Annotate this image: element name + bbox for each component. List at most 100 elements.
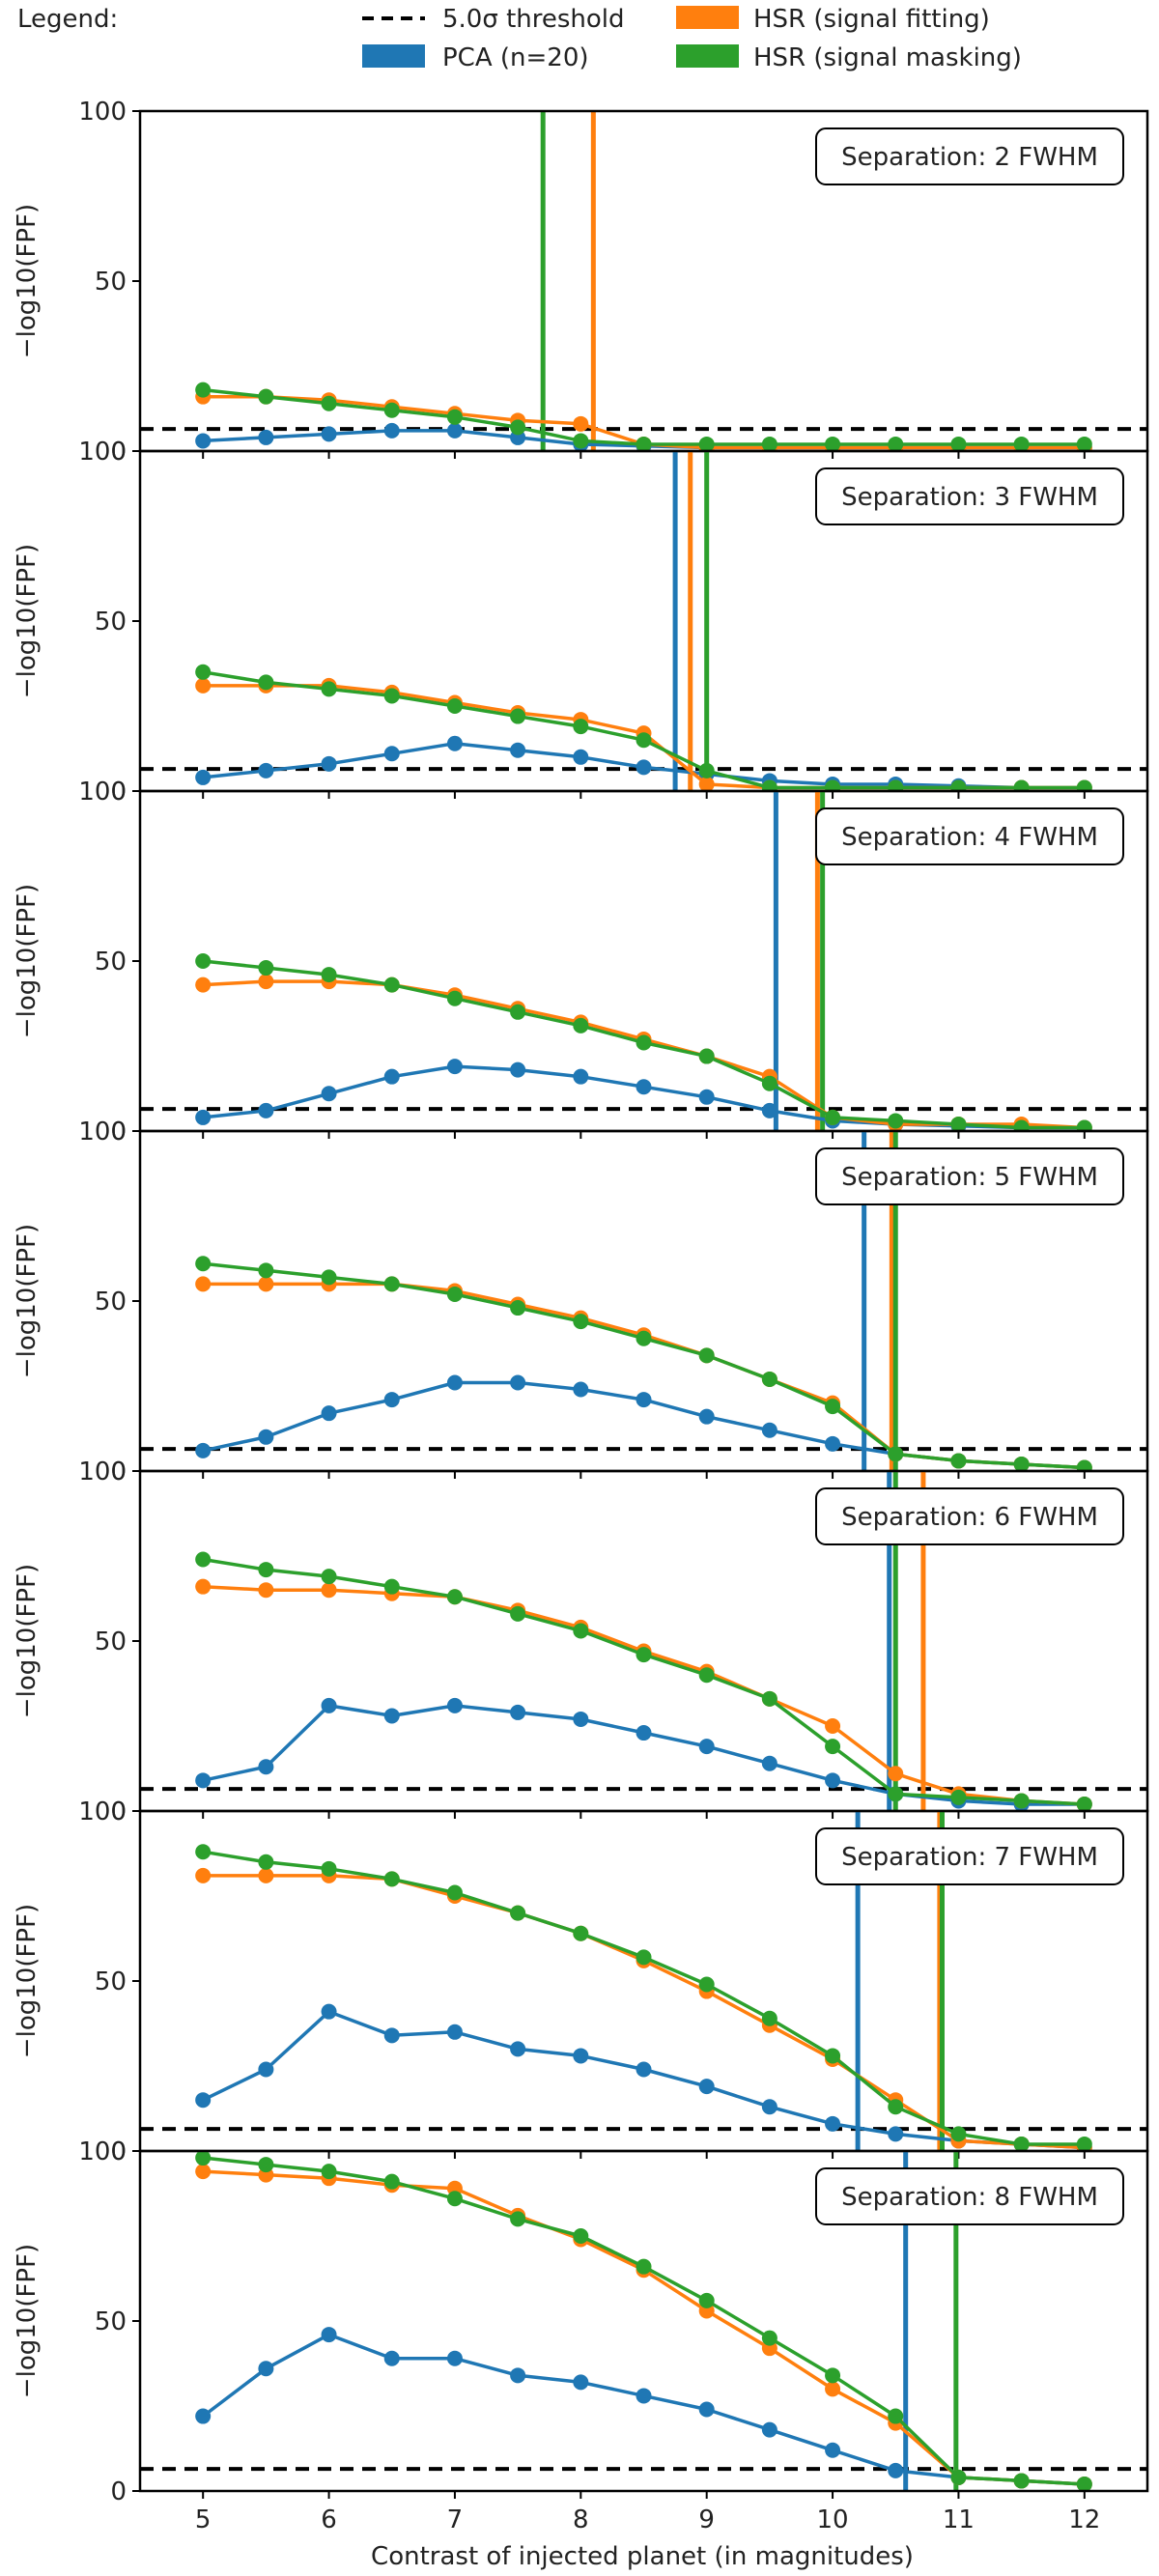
series-line	[203, 1584, 1085, 1806]
data-point	[1013, 2473, 1030, 2489]
data-point	[510, 2041, 526, 2057]
y-tick-label: 100	[78, 98, 127, 127]
data-point	[258, 1759, 274, 1775]
data-point	[258, 960, 274, 977]
y-tick-label: 100	[78, 778, 127, 807]
data-point	[636, 2061, 652, 2078]
data-point	[698, 1048, 715, 1064]
data-point	[698, 2401, 715, 2418]
data-point	[321, 426, 337, 442]
data-point	[1013, 1793, 1030, 1809]
data-point	[383, 746, 400, 762]
series-line	[203, 979, 1085, 1130]
data-point	[636, 1034, 652, 1051]
data-point	[825, 2442, 841, 2458]
data-point	[825, 779, 841, 791]
y-tick-label: 0	[110, 778, 127, 807]
data-point	[1076, 436, 1092, 451]
data-point	[383, 2027, 400, 2044]
data-point	[383, 402, 400, 418]
data-point	[888, 2099, 904, 2115]
data-point	[510, 2367, 526, 2384]
data-point	[636, 1079, 652, 1095]
data-point	[383, 977, 400, 993]
legend-masking-label: HSR (signal masking)	[753, 43, 1022, 72]
data-point	[636, 436, 652, 451]
series-line	[202, 2333, 1085, 2486]
panel-label-box	[815, 1827, 1124, 1885]
y-tick-label: 50	[95, 1967, 127, 1996]
data-point	[573, 1068, 589, 1085]
data-point	[761, 1690, 777, 1707]
data-point	[573, 1381, 589, 1398]
panel-data	[140, 791, 1147, 1131]
data-point	[321, 1697, 337, 1713]
data-point	[195, 1578, 212, 1595]
data-point	[383, 1276, 400, 1292]
panel-label-box	[815, 2167, 1124, 2225]
panel-label-box	[815, 1147, 1124, 1205]
y-tick-label: 50	[95, 1288, 127, 1316]
data-point	[383, 1392, 400, 1408]
data-point	[195, 2151, 212, 2166]
data-point	[761, 1422, 777, 1438]
panel-data	[140, 451, 1147, 791]
data-point	[825, 1109, 841, 1125]
data-point	[510, 1062, 526, 1078]
data-point	[321, 1269, 337, 1286]
data-point	[950, 436, 967, 451]
y-axis-label: −log10(FPF)	[13, 1904, 42, 2058]
data-point	[573, 2374, 589, 2391]
data-point	[698, 1408, 715, 1425]
y-axis-label: −log10(FPF)	[13, 204, 42, 358]
data-point	[950, 779, 967, 791]
data-point	[698, 776, 715, 791]
data-point	[258, 429, 274, 445]
data-point	[1076, 1459, 1092, 1471]
data-point	[698, 762, 715, 778]
data-point	[698, 436, 715, 451]
data-point	[195, 664, 212, 680]
data-point	[195, 677, 212, 694]
data-point	[1013, 2136, 1030, 2151]
data-point	[950, 1116, 967, 1131]
data-point	[195, 1442, 212, 1458]
data-point	[321, 755, 337, 772]
data-point	[761, 1371, 777, 1387]
data-point	[825, 2381, 841, 2397]
data-point	[383, 688, 400, 704]
data-point	[510, 708, 526, 724]
y-tick-label: 0	[110, 1118, 127, 1146]
data-point	[761, 2330, 777, 2346]
y-tick-label: 100	[78, 1118, 127, 1146]
data-point	[573, 719, 589, 735]
data-point	[636, 1647, 652, 1663]
panel-label-box	[815, 127, 1124, 185]
data-point	[321, 967, 337, 983]
data-point	[195, 1772, 212, 1789]
data-point	[446, 1286, 463, 1302]
data-point	[195, 2408, 212, 2424]
data-point	[573, 1314, 589, 1330]
data-point	[321, 395, 337, 411]
data-point	[950, 1453, 967, 1469]
data-point	[573, 1711, 589, 1727]
data-point	[636, 759, 652, 776]
data-point	[446, 409, 463, 425]
data-point	[446, 2191, 463, 2207]
subplot-panel: 0 50 100 5 6 7 8 9 10 11 12 −log10(FPF) Separation: …	[13, 2137, 1149, 2534]
subplot-panel: 0 50 100 −log10(FPF) Separation: 4 FWHM	[13, 778, 1149, 1146]
subplot-panel: 0 50 100 −log10(FPF) Separation: 2 FWHM	[13, 98, 1149, 467]
data-point	[698, 1976, 715, 1993]
data-point	[446, 1697, 463, 1713]
data-point	[761, 1075, 777, 1091]
panel-label: Separation: 7 FWHM	[841, 1843, 1098, 1872]
data-point	[698, 2292, 715, 2308]
data-point	[1076, 1119, 1092, 1131]
data-point	[825, 2367, 841, 2384]
x-tick-label: 5	[195, 2505, 212, 2534]
data-point	[761, 2010, 777, 2026]
data-point	[636, 1392, 652, 1408]
data-point	[888, 1113, 904, 1129]
